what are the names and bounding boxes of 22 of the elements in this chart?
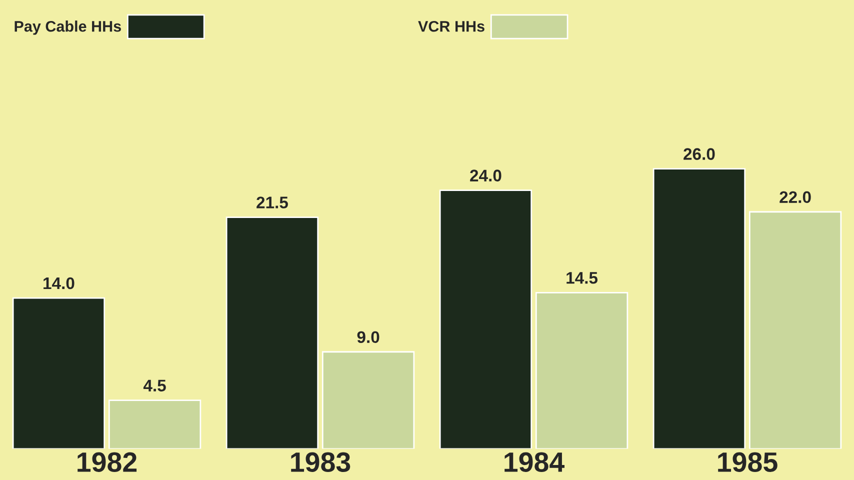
data-label: 24.0: [470, 170, 502, 182]
bar: [652, 168, 746, 449]
bar: [535, 292, 628, 449]
x-tick-label: 1984: [504, 452, 564, 472]
data-label: 14.0: [44, 277, 74, 290]
bar: [748, 211, 842, 449]
x-tick-label: 1985: [718, 452, 778, 472]
data-label: 4.5: [143, 380, 166, 392]
legend-label: VCR HHs: [418, 20, 484, 32]
bar: [108, 400, 202, 449]
bar: [226, 216, 319, 449]
legend-label: Pay Cable HHs: [14, 20, 121, 35]
data-label: 9.0: [357, 331, 380, 344]
bar: [12, 297, 106, 449]
data-label: 26.0: [684, 148, 715, 160]
data-label: 21.5: [256, 196, 288, 208]
x-tick-label: 1983: [291, 452, 350, 472]
x-tick-label: 1982: [78, 452, 137, 472]
data-label: 14.5: [566, 272, 598, 284]
bar: [322, 351, 415, 449]
data-label: 22.0: [780, 191, 811, 204]
bar: [439, 190, 532, 449]
